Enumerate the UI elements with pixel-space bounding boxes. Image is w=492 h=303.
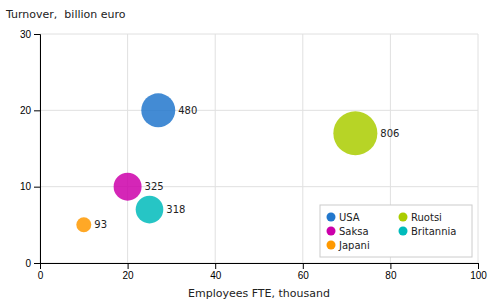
- x-axis-line: [41, 264, 479, 270]
- bubble: [333, 111, 377, 155]
- data-labels: 480 806 325 318 93: [94, 105, 399, 230]
- x-tick-label: 0: [38, 270, 44, 281]
- data-label: 93: [94, 219, 107, 230]
- y-axis-line: [34, 35, 41, 264]
- data-label: 325: [145, 181, 164, 192]
- legend-swatch: [327, 213, 336, 222]
- x-tick-mark: [390, 263, 391, 269]
- legend-item: Saksa: [327, 226, 369, 237]
- grid-line-x: [302, 34, 303, 263]
- legend: USA Ruotsi Saksa Britannia Japani: [320, 205, 472, 257]
- legend-swatch: [327, 227, 336, 236]
- x-tick: 80: [385, 263, 397, 281]
- legend-label: Britannia: [411, 226, 456, 237]
- bubble: [136, 196, 164, 224]
- legend-item: Ruotsi: [399, 212, 442, 223]
- grid-line-y: [40, 34, 478, 35]
- legend-label: USA: [339, 212, 360, 223]
- y-tick: 30: [20, 29, 40, 40]
- legend-swatch: [327, 241, 336, 250]
- y-tick-label: 10: [20, 181, 32, 192]
- legend-item: Britannia: [399, 226, 457, 237]
- grid-line-x: [478, 34, 479, 263]
- y-tick-label: 30: [20, 29, 32, 40]
- y-axis-title: Turnover, billion euro: [5, 8, 126, 21]
- x-tick: 0: [38, 263, 44, 281]
- data-label: 806: [380, 128, 399, 139]
- legend-swatch: [399, 213, 408, 222]
- x-tick-label: 40: [210, 270, 222, 281]
- grid-line-y: [40, 110, 478, 111]
- y-tick-mark: [34, 187, 40, 188]
- y-tick-mark: [34, 263, 40, 264]
- x-axis-title: Employees FTE, thousand: [188, 287, 330, 300]
- x-tick-mark: [303, 263, 304, 269]
- x-tick-mark: [215, 263, 216, 269]
- bubble: [114, 173, 142, 201]
- y-tick-label: 0: [25, 258, 31, 269]
- plot: 0 20 40 60 80 100 0 10 20 30 480 806 325 318 93 USA Ruot…: [20, 29, 487, 281]
- legend-swatch: [399, 227, 408, 236]
- grid-line-x: [215, 34, 216, 263]
- x-tick-label: 80: [385, 270, 397, 281]
- bubble: [76, 217, 91, 232]
- legend-item: Japani: [327, 240, 370, 251]
- bubble: [141, 93, 175, 127]
- y-tick: 0: [25, 258, 40, 269]
- x-tick-mark: [128, 263, 129, 269]
- x-tick-label: 20: [123, 270, 135, 281]
- y-tick-mark: [34, 34, 40, 35]
- legend-frame: [320, 205, 472, 257]
- y-axis: 0 10 20 30: [20, 29, 41, 269]
- data-label: 318: [166, 204, 185, 215]
- grid-line-x: [127, 34, 128, 263]
- x-tick: 40: [210, 263, 222, 281]
- y-tick: 10: [20, 181, 40, 192]
- grid-line-y: [40, 186, 478, 187]
- x-tick-label: 100: [470, 270, 487, 281]
- legend-label: Ruotsi: [411, 212, 442, 223]
- legend-label: Saksa: [339, 226, 369, 237]
- y-tick-label: 20: [20, 105, 32, 116]
- chart: 0 20 40 60 80 100 0 10 20 30 480 806 325 318 93 USA Ruot…: [0, 0, 492, 303]
- x-tick: 100: [470, 263, 487, 281]
- grid: [40, 34, 478, 263]
- y-tick: 20: [20, 105, 40, 116]
- data-label: 480: [178, 105, 197, 116]
- x-tick-label: 60: [298, 270, 310, 281]
- x-tick: 60: [298, 263, 310, 281]
- x-tick-mark: [478, 263, 479, 269]
- x-axis: 0 20 40 60 80 100: [38, 263, 488, 281]
- legend-item: USA: [327, 212, 360, 223]
- x-tick: 20: [123, 263, 135, 281]
- legend-label: Japani: [338, 240, 370, 251]
- y-tick-mark: [34, 110, 40, 111]
